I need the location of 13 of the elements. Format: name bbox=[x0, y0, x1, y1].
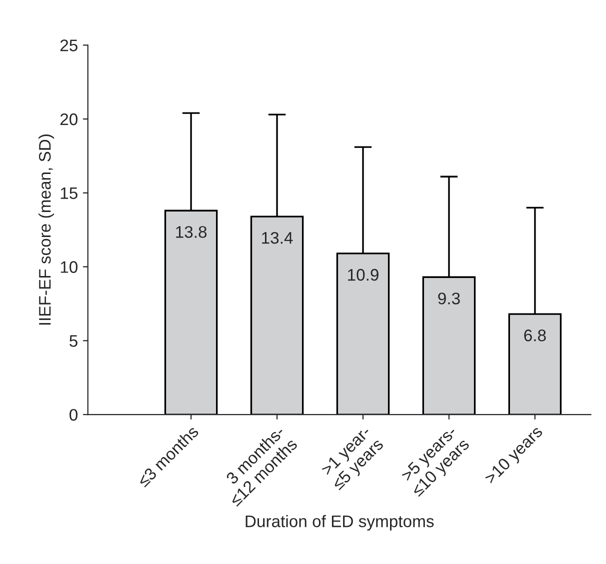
y-axis-title: IIEF-EF score (mean, SD) bbox=[38, 134, 54, 325]
y-tick-label: 0 bbox=[70, 408, 78, 421]
x-axis-title: Duration of ED symptoms bbox=[246, 514, 434, 531]
y-tick-label: 25 bbox=[60, 40, 78, 52]
data-label: 13.4 bbox=[262, 232, 293, 244]
y-tick-label: 10 bbox=[60, 261, 78, 273]
data-label: 13.8 bbox=[176, 226, 207, 238]
y-tick-label: 5 bbox=[70, 335, 78, 347]
data-label: 10.9 bbox=[348, 268, 378, 281]
y-tick-label: 15 bbox=[60, 187, 78, 200]
data-label: 6.8 bbox=[524, 330, 546, 342]
y-tick-label: 20 bbox=[60, 113, 78, 126]
data-label: 9.3 bbox=[438, 292, 460, 304]
